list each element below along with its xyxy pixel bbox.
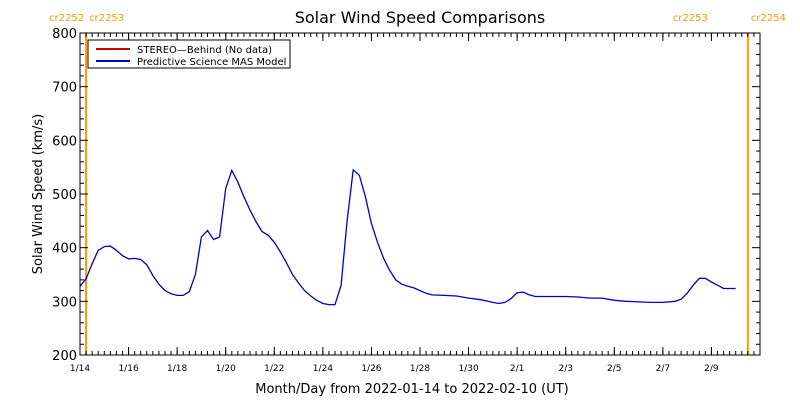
carrington-label-left: cr2253 bbox=[673, 13, 708, 24]
y-tick-label: 200 bbox=[52, 349, 77, 364]
x-tick-label: 1/26 bbox=[361, 364, 381, 374]
x-tick-label: 1/20 bbox=[216, 364, 236, 374]
legend-label-mas: Predictive Science MAS Model bbox=[137, 57, 286, 68]
y-tick-label: 500 bbox=[52, 188, 77, 203]
legend-label-stereo: STEREO—Behind (No data) bbox=[137, 45, 272, 56]
x-tick-label: 1/16 bbox=[118, 364, 138, 374]
y-tick-label: 800 bbox=[52, 27, 77, 42]
x-axis: 1/14 1/16 1/18 1/20 1/22 1/24 1/26 1/28 1/30 2/1 2… bbox=[70, 33, 761, 374]
x-tick-label: 1/14 bbox=[70, 364, 90, 374]
y-tick-label: 400 bbox=[52, 242, 77, 257]
series-line-mas-model bbox=[79, 168, 736, 306]
x-tick-label: 1/28 bbox=[410, 364, 430, 374]
legend: STEREO—Behind (No data) Predictive Scien… bbox=[87, 39, 291, 69]
y-tick-label: 300 bbox=[52, 295, 77, 310]
x-tick-label: 1/22 bbox=[264, 364, 284, 374]
x-tick-label: 1/30 bbox=[458, 364, 478, 374]
x-tick-label: 2/5 bbox=[607, 364, 621, 374]
carrington-label-left: cr2252 bbox=[49, 13, 84, 24]
x-tick-label: 2/1 bbox=[510, 364, 524, 374]
legend-box bbox=[87, 39, 291, 69]
x-tick-label: 1/18 bbox=[167, 364, 187, 374]
y-axis: 200 300 400 500 600 700 800 bbox=[52, 27, 760, 364]
chart-title: Solar Wind Speed Comparisons bbox=[295, 8, 546, 27]
carrington-label-right: cr2254 bbox=[751, 13, 786, 24]
carrington-label-right: cr2253 bbox=[89, 13, 124, 24]
y-axis-label: Solar Wind Speed (km/s) bbox=[31, 114, 46, 274]
series-layer bbox=[79, 168, 736, 306]
x-axis-label: Month/Day from 2022-01-14 to 2022-02-10 … bbox=[255, 382, 568, 397]
x-tick-label: 2/3 bbox=[558, 364, 572, 374]
x-tick-label: 1/24 bbox=[313, 364, 333, 374]
y-tick-label: 600 bbox=[52, 134, 77, 149]
y-tick-label: 700 bbox=[52, 81, 77, 96]
x-tick-label: 2/7 bbox=[656, 364, 670, 374]
x-tick-label: 2/9 bbox=[704, 364, 719, 374]
